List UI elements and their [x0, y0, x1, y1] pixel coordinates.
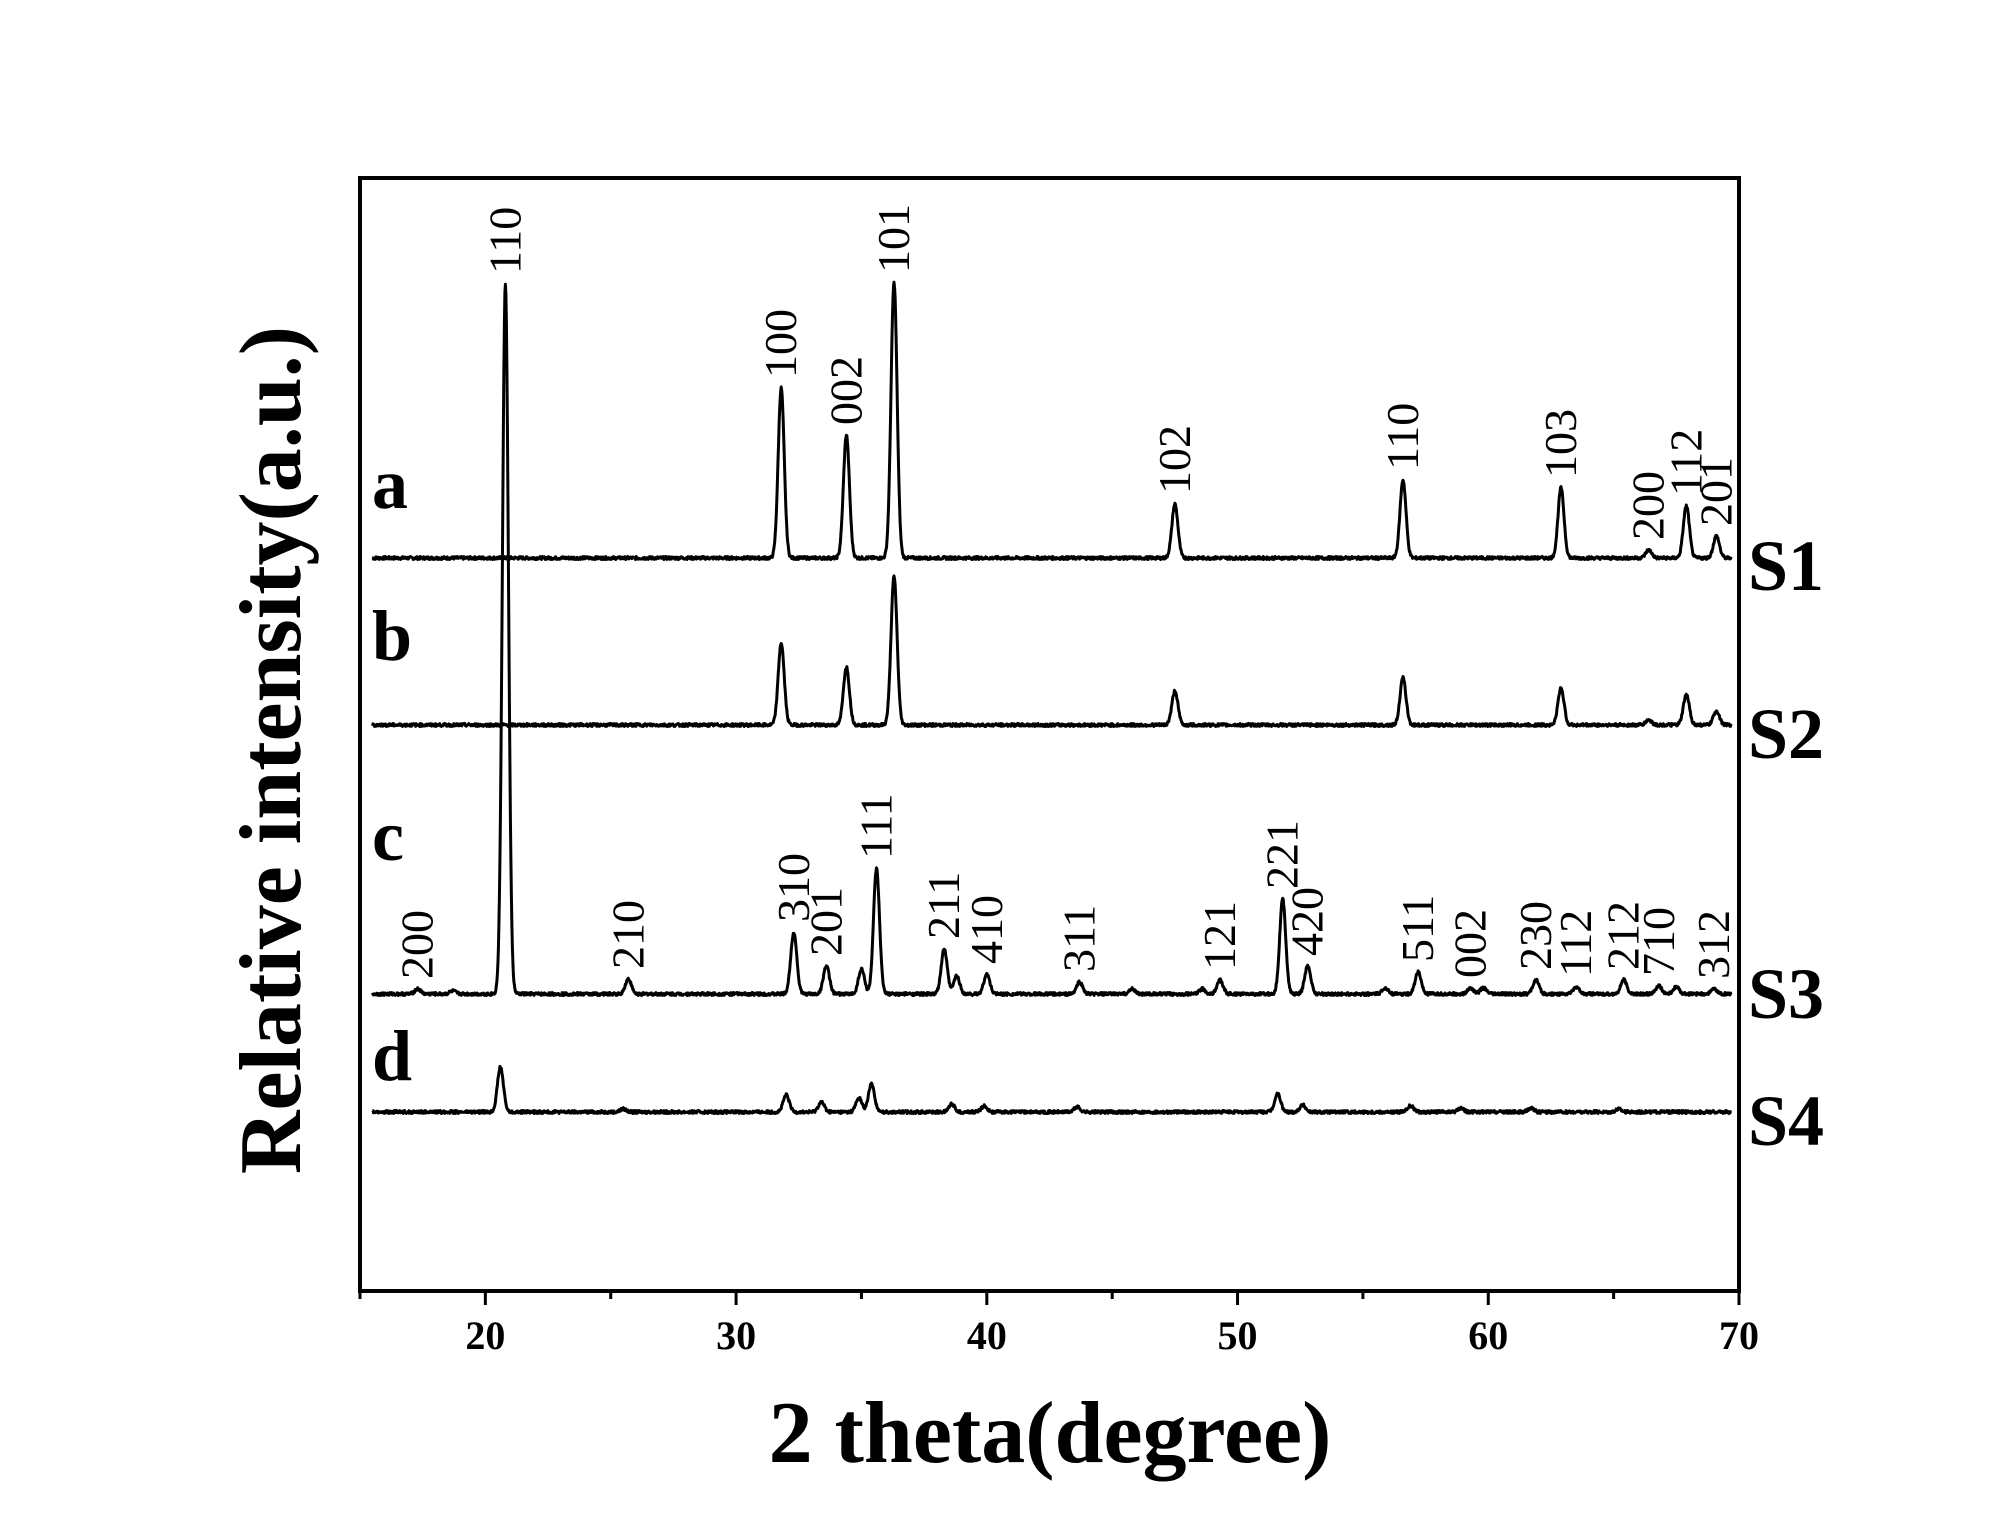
- x-tick-label: 30: [716, 1313, 756, 1358]
- panel-letters: ab c d: [372, 444, 412, 1096]
- peak-label: 410: [961, 895, 1012, 964]
- sample-label: S1: [1748, 526, 1824, 606]
- peak-label: 112: [1660, 429, 1711, 496]
- trace-S1: [371, 280, 1733, 561]
- peak-label: 221: [1257, 820, 1308, 889]
- peak-label: 111: [851, 793, 902, 859]
- peak-label: 002: [1445, 909, 1496, 978]
- peak-label: 210: [602, 900, 653, 969]
- peak-label: 102: [1149, 425, 1200, 494]
- plot-frame: [358, 176, 1741, 1293]
- sample-label: S4: [1748, 1081, 1824, 1161]
- sample-label: S3: [1748, 954, 1824, 1034]
- peak-label: 311: [1054, 905, 1105, 972]
- x-tick-label: 20: [465, 1313, 505, 1358]
- peak-label: 420: [1282, 887, 1333, 956]
- peak-label: 112: [1550, 910, 1601, 977]
- x-tick-label: 40: [967, 1313, 1007, 1358]
- peak-label: 211: [918, 872, 969, 939]
- x-tick-label: 70: [1719, 1313, 1759, 1358]
- x-tick-label: 60: [1468, 1313, 1508, 1358]
- panel-letter: d: [372, 1016, 412, 1096]
- diffraction-traces: [371, 280, 1733, 1115]
- x-axis-tick-labels: 20 30 40 50 60 70: [465, 1313, 1759, 1358]
- peak-label: 201: [800, 887, 851, 956]
- peak-label: 312: [1688, 910, 1739, 979]
- panel-letter: b: [372, 596, 412, 676]
- sample-label: S2: [1748, 694, 1824, 774]
- trace-S2: [371, 574, 1733, 728]
- peak-label: 201: [1690, 457, 1741, 526]
- peak-label: 511: [1392, 895, 1443, 962]
- peak-label: 212: [1598, 901, 1649, 970]
- peak-label: 101: [868, 204, 919, 273]
- peak-label: 103: [1535, 409, 1586, 478]
- panel-letter: c: [372, 796, 404, 876]
- x-axis-ticks: [358, 1291, 1741, 1305]
- peak-label: 002: [820, 356, 871, 425]
- peak-label: 310: [768, 853, 819, 922]
- peak-label: 110: [1377, 403, 1428, 470]
- peak-label: 230: [1510, 901, 1561, 970]
- peak-label: 200: [392, 910, 443, 979]
- trace-S4: [371, 1064, 1733, 1115]
- y-axis-title: Relative intensity(a.u.): [223, 326, 320, 1174]
- x-axis-title: 2 theta(degree): [769, 1385, 1332, 1482]
- peak-label: 710: [1633, 907, 1684, 976]
- peak-label: 110: [479, 207, 530, 274]
- sample-labels: S1 S2 S3 S4: [1748, 526, 1824, 1161]
- peak-label: 200: [1623, 471, 1674, 540]
- peak-label: 100: [755, 309, 806, 378]
- peak-label: 121: [1194, 901, 1245, 970]
- panel-letter: a: [372, 444, 408, 524]
- x-tick-label: 50: [1218, 1313, 1258, 1358]
- trace-S3: [371, 282, 1733, 997]
